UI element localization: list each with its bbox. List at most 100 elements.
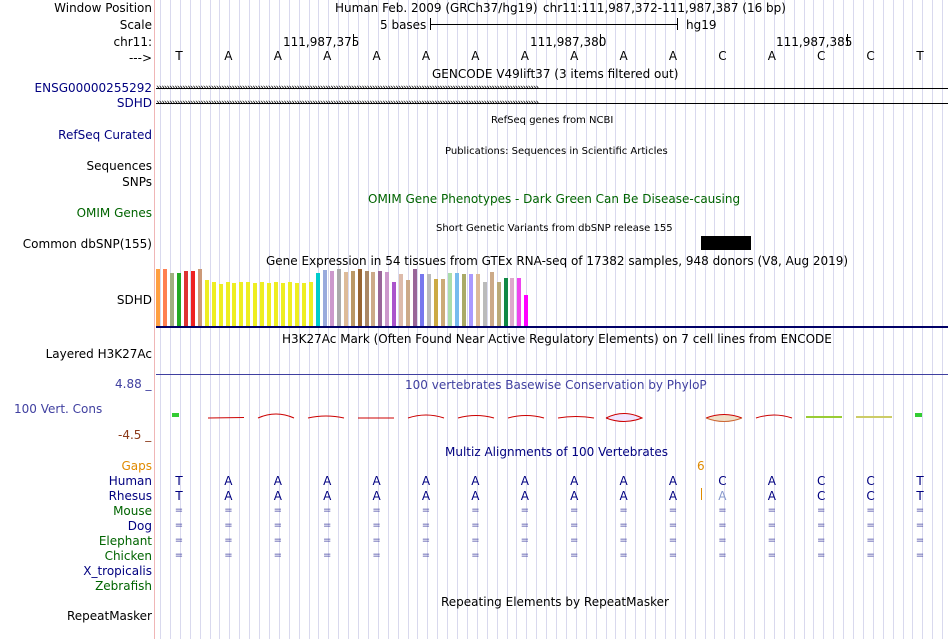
gtex-tissue-bar[interactable] xyxy=(336,269,341,326)
gtex-tissue-bar[interactable] xyxy=(427,274,432,326)
cons-title[interactable]: 100 vertebrates Basewise Conservation by… xyxy=(405,378,707,392)
gtex-tissue-bar[interactable] xyxy=(301,283,306,326)
gtex-tissue-bar[interactable] xyxy=(399,274,404,326)
gtex-tissue-bar[interactable] xyxy=(218,284,223,326)
omim-label[interactable]: OMIM Genes xyxy=(76,206,152,220)
gtex-tissue-bar[interactable] xyxy=(225,282,230,326)
gtex-tissue-bar[interactable] xyxy=(468,274,473,326)
gtex-tissue-bar[interactable] xyxy=(239,282,244,326)
alignment-match: = xyxy=(915,550,925,561)
multiz-title[interactable]: Multiz Alignments of 100 Vertebrates xyxy=(445,445,669,459)
gencode-item-label[interactable]: ENSG00000255292 xyxy=(34,81,152,95)
gtex-tissue-bar[interactable] xyxy=(162,269,167,326)
gtex-tissue-bar[interactable] xyxy=(364,271,369,326)
gtex-tissue-bar[interactable] xyxy=(420,274,425,326)
gtex-tissue-bar[interactable] xyxy=(295,283,299,326)
gtex-tissue-bar[interactable] xyxy=(440,279,445,326)
db-text: hg19 xyxy=(686,18,717,32)
rmsk-label[interactable]: RepeatMasker xyxy=(66,609,152,623)
rmsk-title[interactable]: Repeating Elements by RepeatMasker xyxy=(441,595,669,609)
gtex-tissue-bar[interactable] xyxy=(510,278,515,326)
gtex-tissue-bar[interactable] xyxy=(204,280,209,326)
dna-base: A xyxy=(767,49,776,63)
species-zebrafish[interactable]: Zebrafish xyxy=(95,579,152,593)
gtex-tissue-bar[interactable] xyxy=(496,282,501,326)
species-x-tropicalis[interactable]: X_tropicalis xyxy=(83,564,152,578)
alignment-match: = xyxy=(273,520,282,531)
alignment-match: = xyxy=(421,550,431,561)
gtex-tissue-bar[interactable] xyxy=(211,282,216,326)
gtex-tissue-bar[interactable] xyxy=(197,269,202,326)
gtex-tissue-bar[interactable] xyxy=(371,272,376,326)
species-rhesus[interactable]: Rhesus xyxy=(108,489,152,503)
gtex-label[interactable]: SDHD xyxy=(116,293,152,307)
gtex-tissue-bar[interactable] xyxy=(378,271,383,326)
gtex-tissue-bar[interactable] xyxy=(308,282,313,326)
cons-plot[interactable] xyxy=(156,405,948,425)
gtex-tissue-bar[interactable] xyxy=(489,272,494,326)
gtex-tissue-bar[interactable] xyxy=(176,273,181,326)
alignment-match: = xyxy=(273,535,282,546)
gtex-tissue-bar[interactable] xyxy=(315,273,320,326)
gtex-tissue-bar[interactable] xyxy=(274,282,279,326)
alignment-base: C xyxy=(816,489,826,503)
gtex-tissue-bar[interactable] xyxy=(246,282,251,326)
gtex-tissue-bar[interactable] xyxy=(482,282,487,326)
gencode-item-label[interactable]: SDHD xyxy=(116,96,152,110)
gtex-tissue-bar[interactable] xyxy=(406,280,411,326)
gtex-tissue-bar[interactable] xyxy=(454,273,459,326)
species-elephant[interactable]: Elephant xyxy=(98,534,152,548)
dbsnp-title[interactable]: Short Genetic Variants from dbSNP releas… xyxy=(436,223,673,234)
gencode-title[interactable]: GENCODE V49lift37 (3 items filtered out) xyxy=(432,67,679,81)
gtex-tissue-bar[interactable] xyxy=(253,283,258,326)
gtex-tissue-bar[interactable] xyxy=(392,282,397,326)
gtex-tissue-bar[interactable] xyxy=(169,273,174,326)
gtex-tissue-bar[interactable] xyxy=(524,295,529,326)
dbsnp-label[interactable]: Common dbSNP(155) xyxy=(22,237,152,251)
gtex-tissue-bar[interactable] xyxy=(267,283,272,326)
gaps-label[interactable]: Gaps xyxy=(121,459,152,473)
gtex-tissue-bar[interactable] xyxy=(156,269,160,326)
gtex-tissue-bar[interactable] xyxy=(260,282,265,326)
gtex-tissue-bar[interactable] xyxy=(503,278,508,326)
gtex-tissue-bar[interactable] xyxy=(343,272,348,326)
species-dog[interactable]: Dog xyxy=(127,519,152,533)
gtex-tissue-bar[interactable] xyxy=(322,270,327,326)
species-human[interactable]: Human xyxy=(108,474,152,488)
alignment-match: = xyxy=(915,535,925,546)
snp-feature[interactable] xyxy=(701,236,751,250)
snps-label[interactable]: SNPs xyxy=(122,175,152,189)
gtex-title[interactable]: Gene Expression in 54 tissues from GTEx … xyxy=(266,254,849,268)
gtex-tissue-bar[interactable] xyxy=(350,271,355,326)
gtex-tissue-bar[interactable] xyxy=(183,271,188,326)
gtex-tissue-bar[interactable] xyxy=(413,269,418,326)
gtex-tissue-bar[interactable] xyxy=(357,269,362,326)
gtex-tissue-bar[interactable] xyxy=(447,273,452,326)
h3k27ac-title[interactable]: H3K27Ac Mark (Often Found Near Active Re… xyxy=(282,332,832,346)
gtex-tissue-bar[interactable] xyxy=(475,274,480,326)
gap-count[interactable]: 6 xyxy=(697,459,705,473)
refseq-title[interactable]: RefSeq genes from NCBI xyxy=(491,115,614,126)
omim-title[interactable]: OMIM Gene Phenotypes - Dark Green Can Be… xyxy=(368,192,741,206)
species-chicken[interactable]: Chicken xyxy=(104,549,152,563)
gtex-tissue-bar[interactable] xyxy=(232,283,237,326)
gtex-tissue-bar[interactable] xyxy=(190,271,195,326)
cons-label[interactable]: 100 Vert. Cons xyxy=(14,402,103,416)
h3k27ac-label[interactable]: Layered H3K27Ac xyxy=(45,347,152,361)
grid-line xyxy=(615,0,617,639)
gtex-tissue-bar[interactable] xyxy=(288,282,293,326)
gtex-tissue-bar[interactable] xyxy=(517,278,522,326)
refseq-label[interactable]: RefSeq Curated xyxy=(58,128,152,142)
dna-base: T xyxy=(916,49,924,63)
species-mouse[interactable]: Mouse xyxy=(113,504,152,518)
pubs-title[interactable]: Publications: Sequences in Scientific Ar… xyxy=(445,146,668,157)
gtex-tissue-bar[interactable] xyxy=(329,271,334,326)
gtex-tissue-bar[interactable] xyxy=(434,279,438,326)
dna-base: A xyxy=(224,49,233,63)
gtex-tissue-bar[interactable] xyxy=(281,283,286,326)
grid-line xyxy=(724,0,726,639)
coord-label: 111,987,380 xyxy=(530,35,607,49)
gtex-tissue-bar[interactable] xyxy=(461,274,466,326)
gtex-tissue-bar[interactable] xyxy=(385,272,390,326)
pubs-label[interactable]: Sequences xyxy=(86,159,152,173)
